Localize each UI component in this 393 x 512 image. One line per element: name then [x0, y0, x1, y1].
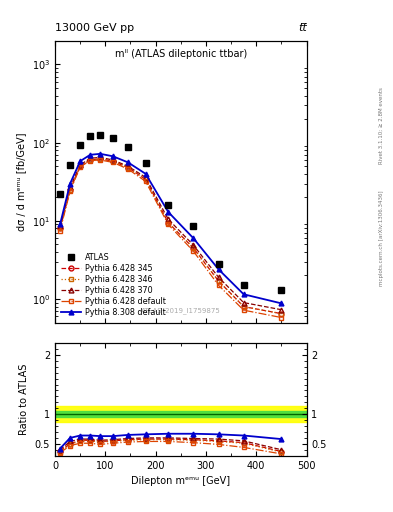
Pythia 6.428 345	[279, 311, 284, 317]
ATLAS	[279, 287, 284, 293]
ATLAS	[68, 162, 72, 168]
Pythia 8.308 default	[110, 153, 115, 159]
Pythia 8.308 default	[191, 235, 196, 241]
Pythia 8.308 default	[126, 159, 130, 165]
Pythia 6.428 346	[279, 311, 284, 317]
Pythia 6.428 345	[166, 220, 171, 226]
Y-axis label: Ratio to ATLAS: Ratio to ATLAS	[19, 364, 29, 435]
Text: ATLAS_2019_I1759875: ATLAS_2019_I1759875	[141, 307, 220, 314]
Pythia 6.428 default	[191, 248, 196, 254]
Pythia 8.308 default	[279, 301, 284, 307]
Pythia 6.428 370	[126, 163, 130, 169]
Pythia 6.428 345	[98, 156, 103, 162]
Pythia 6.428 default	[126, 166, 130, 172]
Pythia 8.308 default	[216, 266, 221, 272]
Pythia 6.428 345	[241, 304, 246, 310]
ATLAS	[216, 261, 221, 267]
Pythia 6.428 default	[68, 188, 72, 194]
Line: Pythia 8.308 default: Pythia 8.308 default	[58, 152, 284, 306]
Line: Pythia 6.428 default: Pythia 6.428 default	[58, 158, 284, 320]
ATLAS	[166, 202, 171, 208]
Pythia 6.428 346	[216, 278, 221, 284]
Pythia 6.428 346	[241, 304, 246, 310]
Pythia 6.428 370	[216, 274, 221, 280]
Pythia 6.428 346	[126, 164, 130, 170]
Legend: ATLAS, Pythia 6.428 345, Pythia 6.428 346, Pythia 6.428 370, Pythia 6.428 defaul: ATLAS, Pythia 6.428 345, Pythia 6.428 34…	[59, 251, 167, 318]
Pythia 6.428 370	[78, 162, 83, 168]
ATLAS	[143, 160, 148, 166]
Pythia 8.308 default	[58, 221, 62, 227]
ATLAS	[98, 132, 103, 138]
Line: Pythia 6.428 345: Pythia 6.428 345	[58, 157, 284, 316]
Pythia 6.428 default	[88, 158, 93, 164]
Pythia 6.428 default	[78, 164, 83, 170]
ATLAS	[241, 282, 246, 288]
Text: mˡˡ (ATLAS dileptonic ttbar): mˡˡ (ATLAS dileptonic ttbar)	[115, 50, 247, 59]
ATLAS	[110, 135, 115, 141]
Line: Pythia 6.428 370: Pythia 6.428 370	[58, 155, 284, 312]
Pythia 6.428 345	[216, 278, 221, 284]
Line: Pythia 6.428 346: Pythia 6.428 346	[58, 157, 284, 316]
Pythia 6.428 346	[58, 225, 62, 231]
Pythia 6.428 345	[58, 225, 62, 231]
Text: tt̅: tt̅	[298, 23, 307, 33]
Pythia 6.428 346	[110, 158, 115, 164]
Pythia 6.428 345	[110, 158, 115, 164]
ATLAS	[88, 134, 93, 140]
ATLAS	[58, 191, 62, 197]
Pythia 6.428 346	[166, 220, 171, 226]
Text: 13000 GeV pp: 13000 GeV pp	[55, 23, 134, 33]
Pythia 6.428 346	[191, 245, 196, 251]
Pythia 6.428 370	[110, 157, 115, 163]
Text: Rivet 3.1.10; ≥ 2.8M events: Rivet 3.1.10; ≥ 2.8M events	[379, 87, 384, 164]
Pythia 8.308 default	[78, 158, 83, 164]
Pythia 8.308 default	[98, 151, 103, 157]
X-axis label: Dilepton mᵉᵐᵘ [GeV]: Dilepton mᵉᵐᵘ [GeV]	[131, 476, 230, 486]
Pythia 6.428 370	[191, 242, 196, 248]
Pythia 6.428 345	[143, 176, 148, 182]
Pythia 6.428 default	[216, 282, 221, 288]
Bar	[55, 407, 307, 422]
Pythia 6.428 370	[88, 155, 93, 161]
Bar	[55, 411, 307, 417]
Pythia 8.308 default	[143, 170, 148, 177]
Y-axis label: dσ / d mᵉᵐᵘ [fb/GeV]: dσ / d mᵉᵐᵘ [fb/GeV]	[16, 133, 26, 231]
Pythia 6.428 default	[143, 178, 148, 184]
Pythia 6.428 370	[68, 184, 72, 190]
Pythia 8.308 default	[166, 209, 171, 215]
Pythia 6.428 default	[98, 157, 103, 163]
Pythia 6.428 370	[279, 307, 284, 313]
Pythia 6.428 370	[98, 154, 103, 160]
Pythia 6.428 345	[88, 157, 93, 163]
Pythia 8.308 default	[241, 291, 246, 297]
Pythia 6.428 346	[88, 157, 93, 163]
Pythia 6.428 345	[78, 163, 83, 169]
Pythia 6.428 370	[241, 300, 246, 306]
Pythia 8.308 default	[68, 180, 72, 186]
Pythia 6.428 370	[143, 174, 148, 180]
Pythia 6.428 default	[279, 314, 284, 321]
Pythia 6.428 345	[191, 245, 196, 251]
Pythia 6.428 default	[110, 159, 115, 165]
Pythia 6.428 default	[58, 227, 62, 233]
ATLAS	[191, 223, 196, 229]
Pythia 6.428 346	[68, 187, 72, 193]
Pythia 6.428 346	[98, 156, 103, 162]
Pythia 6.428 346	[78, 163, 83, 169]
Pythia 6.428 345	[68, 187, 72, 193]
Line: ATLAS: ATLAS	[57, 132, 285, 293]
Pythia 6.428 346	[143, 176, 148, 182]
Pythia 6.428 default	[241, 307, 246, 313]
Pythia 6.428 370	[166, 216, 171, 222]
Text: mcplots.cern.ch [arXiv:1306.3436]: mcplots.cern.ch [arXiv:1306.3436]	[379, 190, 384, 286]
Pythia 8.308 default	[88, 152, 93, 158]
ATLAS	[126, 144, 130, 150]
ATLAS	[78, 142, 83, 148]
Pythia 6.428 370	[58, 223, 62, 229]
Pythia 6.428 345	[126, 164, 130, 170]
Pythia 6.428 default	[166, 221, 171, 227]
